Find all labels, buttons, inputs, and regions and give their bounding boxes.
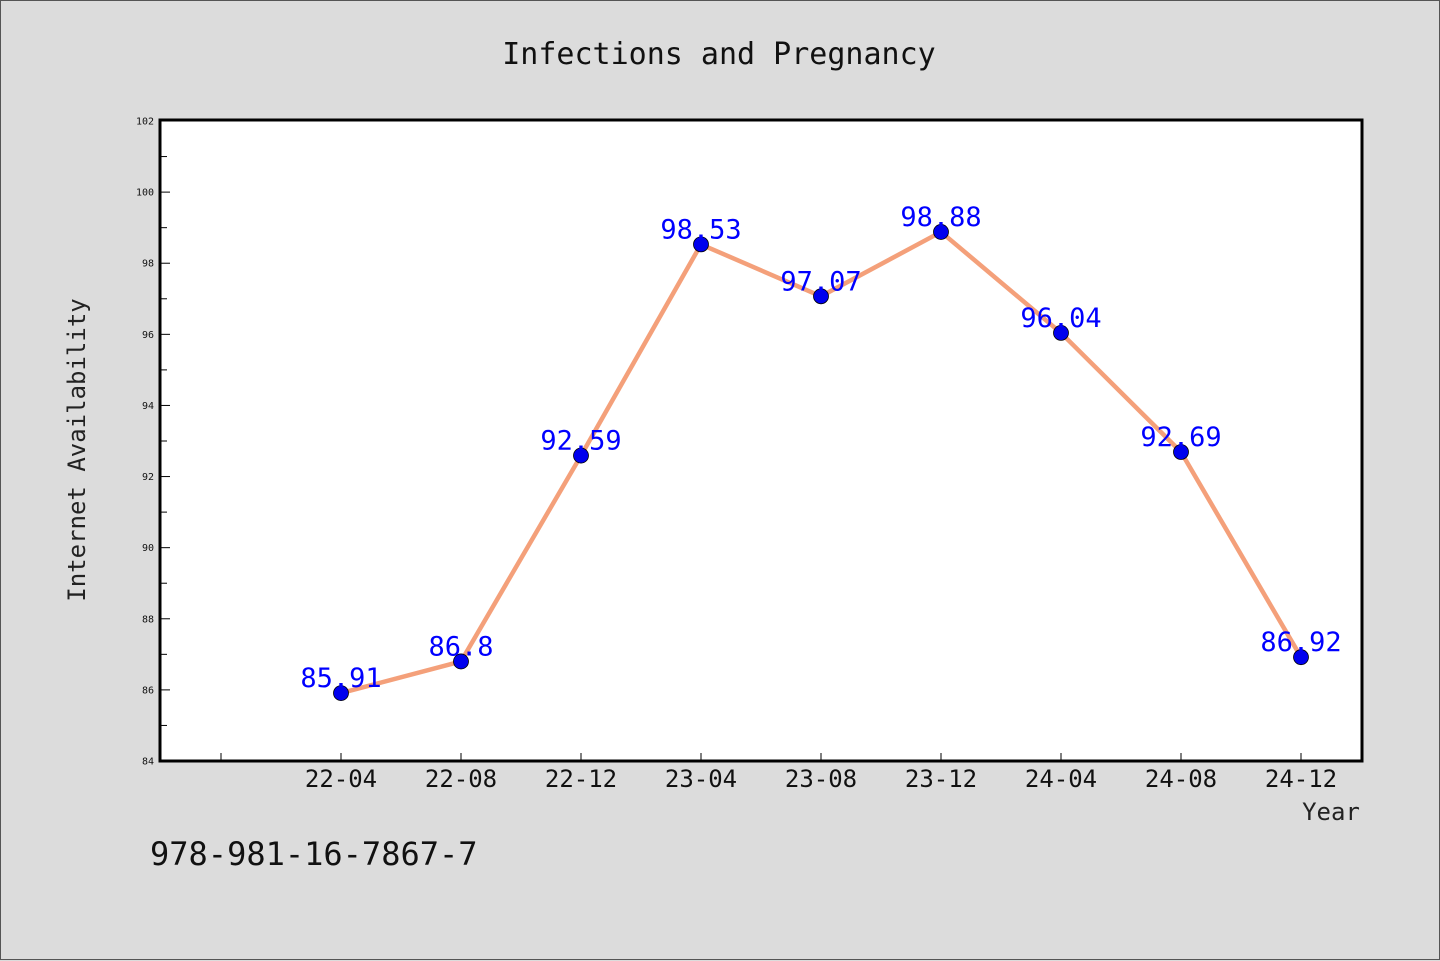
data-label: 86.92 [1260,627,1341,658]
y-tick-label: 92 [142,472,154,483]
data-point [333,685,349,701]
series-markers [333,224,1309,701]
footer-code: 978-981-16-7867-7 [150,835,478,873]
x-tick-label: 22-12 [545,765,617,793]
y-tick-label: 102 [136,117,154,128]
data-point [813,288,829,305]
data-point [1293,649,1309,666]
x-tick-label: 22-08 [425,765,497,793]
data-label: 98.53 [660,214,741,245]
data-label: 96.04 [1020,303,1101,334]
data-label: 97.07 [780,266,861,297]
y-tick-label: 96 [142,330,154,341]
x-tick-label: 23-08 [785,765,857,793]
y-tick-label: 94 [142,401,154,412]
y-tick-label: 86 [142,685,154,696]
x-tick-label: 23-04 [665,765,737,793]
y-axis-label: Internet Availability [63,298,91,601]
y-axis: 84 86 88 90 92 94 96 98 100 102 [136,117,170,768]
x-tick-label: 22-04 [305,765,377,793]
data-label: 98.88 [900,202,981,233]
data-point [933,224,949,240]
data-label: 86.8 [428,631,493,662]
y-tick-label: 98 [142,259,154,270]
chart-title: Infections and Pregnancy [502,37,935,72]
data-label: 92.59 [540,426,621,457]
x-axis: 22-04 22-08 22-12 23-04 23-08 23-12 24-04 24-08… [220,753,1337,793]
data-labels: 85.91 86.8 92.59 98.53 97.07 98.88 96.04 92.69 8… [300,202,1341,694]
x-tick-label: 24-08 [1145,765,1217,793]
y-tick-label: 100 [136,188,154,199]
data-point [693,236,709,253]
x-tick-label: 24-12 [1265,765,1337,793]
y-tick-label: 88 [142,614,154,625]
x-tick-label: 23-12 [905,765,977,793]
data-point [453,653,469,670]
plot-area [158,118,1364,763]
data-label: 85.91 [300,663,381,694]
data-point [1053,325,1069,341]
data-point [573,447,589,464]
x-axis-label: Year [1302,798,1360,826]
y-tick-label: 90 [142,543,154,554]
data-label: 92.69 [1140,422,1221,453]
data-point [1173,444,1189,460]
x-tick-label: 24-04 [1025,765,1097,793]
y-tick-label: 84 [142,757,154,768]
